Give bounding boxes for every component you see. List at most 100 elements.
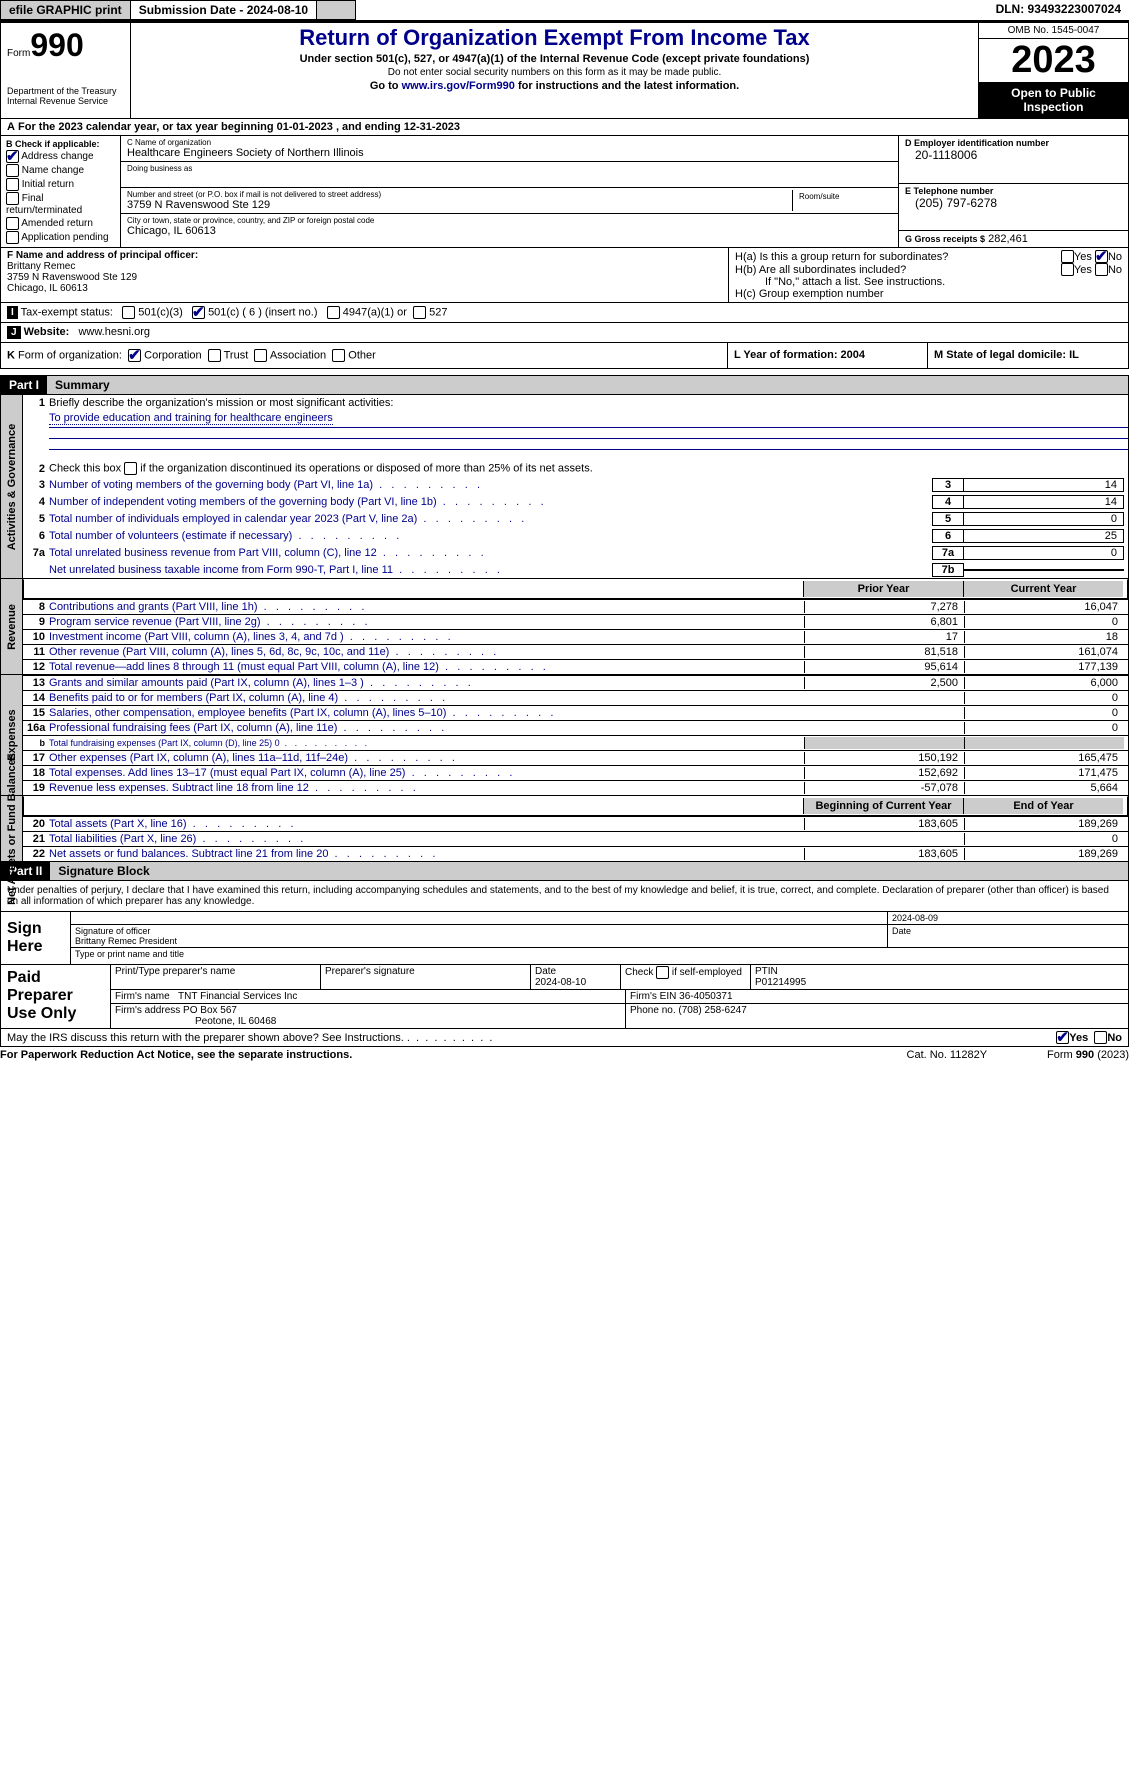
name-change-checkbox[interactable]	[6, 164, 19, 177]
prior-val: 183,605	[804, 818, 964, 830]
hb-yes-checkbox[interactable]	[1061, 263, 1074, 276]
other-checkbox[interactable]	[332, 349, 345, 362]
phone-value: (205) 797-6278	[905, 196, 1122, 210]
ha-no-checkbox[interactable]	[1095, 250, 1108, 263]
firmphone-label: Phone no.	[630, 1005, 676, 1016]
page-footer: For Paperwork Reduction Act Notice, see …	[0, 1047, 1129, 1063]
gov-line-refnum: 6	[932, 529, 964, 543]
gov-line-text: Total unrelated business revenue from Pa…	[49, 547, 932, 559]
part1-header-row: Part I Summary	[0, 375, 1129, 395]
org-name-label: C Name of organization	[127, 138, 892, 147]
addr-change-checkbox[interactable]	[6, 150, 19, 163]
current-year-hdr: Current Year	[963, 581, 1123, 597]
gross-label: G Gross receipts $	[905, 234, 985, 244]
curr-val: 161,074	[964, 646, 1124, 658]
tax-exempt-text: Tax-exempt status:	[21, 306, 113, 318]
i-label: I	[7, 306, 18, 319]
self-emp-check: Check if self-employed	[621, 965, 751, 989]
form-title: Return of Organization Exempt From Incom…	[139, 25, 970, 51]
city-label: City or town, state or province, country…	[127, 216, 892, 225]
part2-title: Signature Block	[50, 862, 157, 880]
ptin-value: P01214995	[755, 977, 806, 988]
hc-label: H(c) Group exemption number	[735, 288, 1122, 300]
website-value: www.hesni.org	[78, 326, 150, 338]
gov-line-value: 14	[964, 478, 1124, 492]
app-pending-checkbox[interactable]	[6, 231, 19, 244]
line-text: Investment income (Part VIII, column (A)…	[49, 631, 804, 643]
501c3-checkbox[interactable]	[122, 306, 135, 319]
efile-print-button[interactable]: efile GRAPHIC print	[0, 0, 131, 20]
hb-no-checkbox[interactable]	[1095, 263, 1108, 276]
line-text: Total assets (Part X, line 16)	[49, 818, 804, 830]
gov-line-value: 14	[964, 495, 1124, 509]
gov-line-text: Number of voting members of the governin…	[49, 479, 932, 491]
amended-return-checkbox[interactable]	[6, 217, 19, 230]
firmname-value: TNT Financial Services Inc	[178, 991, 297, 1002]
corp-checkbox[interactable]	[128, 349, 141, 362]
prior-val: 81,518	[804, 646, 964, 658]
org-name: Healthcare Engineers Society of Northern…	[127, 147, 892, 159]
discuss-yes-checkbox[interactable]	[1056, 1031, 1069, 1044]
open-public-badge: Open to Public Inspection	[979, 82, 1128, 118]
self-emp-checkbox[interactable]	[656, 966, 669, 979]
prior-val: 152,692	[804, 767, 964, 779]
line-text: Revenue less expenses. Subtract line 18 …	[49, 782, 804, 794]
firmaddr1: PO Box 567	[183, 1005, 237, 1016]
goto-note: Go to www.irs.gov/Form990 for instructio…	[139, 80, 970, 92]
paid-prep-label: Paid Preparer Use Only	[1, 965, 111, 1028]
begin-year-hdr: Beginning of Current Year	[803, 798, 963, 814]
summary-exp: Expenses 13Grants and similar amounts pa…	[0, 675, 1129, 796]
blank-button	[316, 0, 356, 20]
l-year-formation: L Year of formation: 2004	[734, 349, 865, 361]
room-label: Room/suite	[799, 192, 886, 201]
sign-date: 2024-08-09	[888, 912, 1128, 924]
prior-val: 95,614	[804, 661, 964, 673]
row-f-h: F Name and address of principal officer:…	[0, 248, 1129, 303]
line-text: Salaries, other compensation, employee b…	[49, 707, 804, 719]
irs-label: Internal Revenue Service	[7, 96, 124, 106]
trust-checkbox[interactable]	[208, 349, 221, 362]
curr-val: 171,475	[964, 767, 1124, 779]
gov-line-value	[964, 569, 1124, 571]
gov-line-refnum: 3	[932, 478, 964, 492]
curr-val: 0	[964, 692, 1124, 704]
k-label: K	[7, 350, 15, 362]
dba-value	[127, 173, 892, 185]
curr-val: 6,000	[964, 677, 1124, 689]
form-header: Form990 Department of the Treasury Inter…	[0, 22, 1129, 119]
gov-line-refnum: 5	[932, 512, 964, 526]
submission-date-field: Submission Date - 2024-08-10	[131, 0, 316, 20]
sign-here-label: Sign Here	[1, 912, 71, 964]
initial-return-checkbox[interactable]	[6, 178, 19, 191]
ein-value: 20-1118006	[905, 148, 1122, 162]
curr-val: 177,139	[964, 661, 1124, 673]
line-a-tax-year: A For the 2023 calendar year, or tax yea…	[0, 119, 1129, 136]
ha-yes-checkbox[interactable]	[1061, 250, 1074, 263]
line-text: Benefits paid to or for members (Part IX…	[49, 692, 804, 704]
summary-na: Net Assets or Fund Balances Beginning of…	[0, 796, 1129, 862]
line-text: Contributions and grants (Part VIII, lin…	[49, 601, 804, 613]
curr-val: 18	[964, 631, 1124, 643]
gov-line-text: Net unrelated business taxable income fr…	[49, 564, 932, 576]
prior-val: 17	[804, 631, 964, 643]
irs-link[interactable]: www.irs.gov/Form990	[402, 80, 515, 92]
527-checkbox[interactable]	[413, 306, 426, 319]
discontinued-checkbox[interactable]	[124, 462, 137, 475]
part1-title: Summary	[47, 376, 118, 394]
summary-rev: Revenue Prior YearCurrent Year 8Contribu…	[0, 579, 1129, 675]
prior-val: 2,500	[804, 677, 964, 689]
4947-checkbox[interactable]	[327, 306, 340, 319]
assoc-checkbox[interactable]	[254, 349, 267, 362]
sign-here-block: Sign Here 2024-08-09 Signature of office…	[0, 912, 1129, 965]
discuss-no-checkbox[interactable]	[1094, 1031, 1107, 1044]
prior-val: 150,192	[804, 752, 964, 764]
prior-val: 7,278	[804, 601, 964, 613]
box-b-label: B Check if applicable:	[6, 139, 115, 149]
line-text: Total liabilities (Part X, line 26)	[49, 833, 804, 845]
final-return-checkbox[interactable]	[6, 192, 19, 205]
firmphone-value: (708) 258-6247	[678, 1005, 746, 1016]
curr-val: 5,664	[964, 782, 1124, 794]
line-text: Total expenses. Add lines 13–17 (must eq…	[49, 767, 804, 779]
dept-treasury: Department of the Treasury	[7, 86, 124, 96]
501c-checkbox[interactable]	[192, 306, 205, 319]
